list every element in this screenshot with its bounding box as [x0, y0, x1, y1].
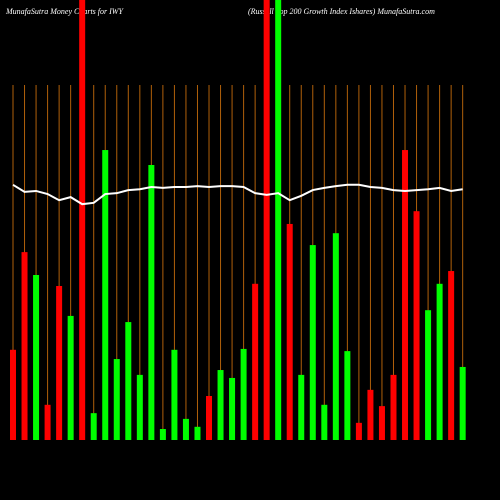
- bar: [159, 429, 166, 440]
- bar: [125, 322, 132, 440]
- bar: [321, 404, 328, 440]
- bar: [344, 351, 351, 440]
- bar: [286, 223, 293, 440]
- bar: [436, 283, 443, 440]
- bar: [136, 374, 143, 440]
- bar: [171, 349, 178, 440]
- bar: [194, 426, 201, 440]
- bar: [33, 275, 40, 440]
- bar: [332, 233, 339, 440]
- chart-title: MunafaSutra Money Charts for IWY: [5, 7, 124, 16]
- bar: [367, 389, 374, 440]
- bar: [275, 0, 282, 440]
- flow-line: [12, 183, 463, 206]
- bar: [217, 370, 224, 440]
- bar: [102, 150, 109, 441]
- bar: [425, 310, 432, 440]
- bar: [355, 422, 362, 440]
- bar: [44, 404, 51, 440]
- bar: [206, 396, 213, 440]
- bar: [148, 165, 155, 440]
- bar: [252, 283, 259, 440]
- bar: [448, 271, 455, 440]
- bar: [240, 348, 247, 440]
- bar: [79, 0, 86, 440]
- bar: [67, 315, 74, 440]
- bar: [298, 374, 305, 440]
- bar: [113, 359, 120, 440]
- bar: [229, 377, 236, 440]
- bar: [90, 413, 97, 440]
- bar: [263, 0, 270, 440]
- bar: [413, 211, 420, 440]
- bar: [10, 349, 16, 440]
- bar: [21, 252, 28, 440]
- bar: [459, 366, 466, 440]
- bar: [182, 418, 189, 440]
- chart-subtitle: (Russell Top 200 Growth Index Ishares) M…: [248, 7, 435, 16]
- bar: [309, 245, 316, 440]
- bar: [56, 286, 63, 440]
- bar: [378, 406, 385, 440]
- bar: [402, 150, 409, 441]
- bar: [390, 374, 397, 440]
